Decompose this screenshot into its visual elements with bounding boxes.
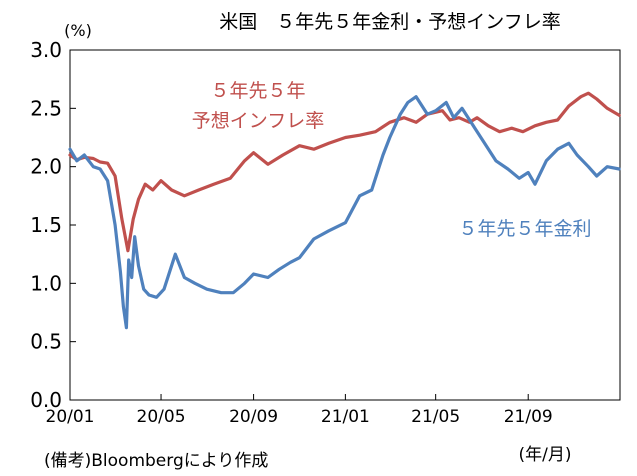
y-tick-label: 0.5 [30, 330, 62, 354]
chart-title: 米国 ５年先５年金利・予想インフレ率 [219, 11, 560, 33]
series-layer [68, 91, 621, 330]
x-tick-label: 20/05 [137, 407, 186, 427]
y-tick-label: 1.0 [30, 271, 62, 295]
y-tick-label: 1.5 [30, 213, 62, 237]
series-line-0 [68, 91, 621, 253]
series-label-1-0: ５年先５年金利 [458, 218, 591, 240]
y-axis: 0.0 0.5 1.0 1.5 2.0 2.5 3.0 [30, 38, 76, 412]
y-unit-label: (%) [64, 21, 92, 40]
x-tick-label: 20/01 [46, 407, 95, 427]
source-note: (備考)Bloombergにより作成 [44, 451, 268, 471]
y-tick-label: 0.0 [30, 388, 62, 412]
y-tick-label: 2.0 [30, 155, 62, 179]
y-tick-label: 3.0 [30, 38, 62, 62]
series-label-0-0: ５年先５年 [210, 80, 305, 102]
y-tick-label: 2.5 [30, 96, 62, 120]
x-tick-label: 21/09 [504, 407, 553, 427]
x-tick-label: 20/09 [229, 407, 278, 427]
x-axis: 20/01 20/05 20/09 21/01 21/05 21/09 [46, 394, 553, 427]
x-tick-label: 21/01 [321, 407, 370, 427]
x-tick-label: 21/05 [411, 407, 460, 427]
series-line-1 [68, 95, 621, 330]
series-label-0-1: 予想インフレ率 [192, 110, 324, 132]
x-unit-label: (年/月) [519, 445, 572, 465]
